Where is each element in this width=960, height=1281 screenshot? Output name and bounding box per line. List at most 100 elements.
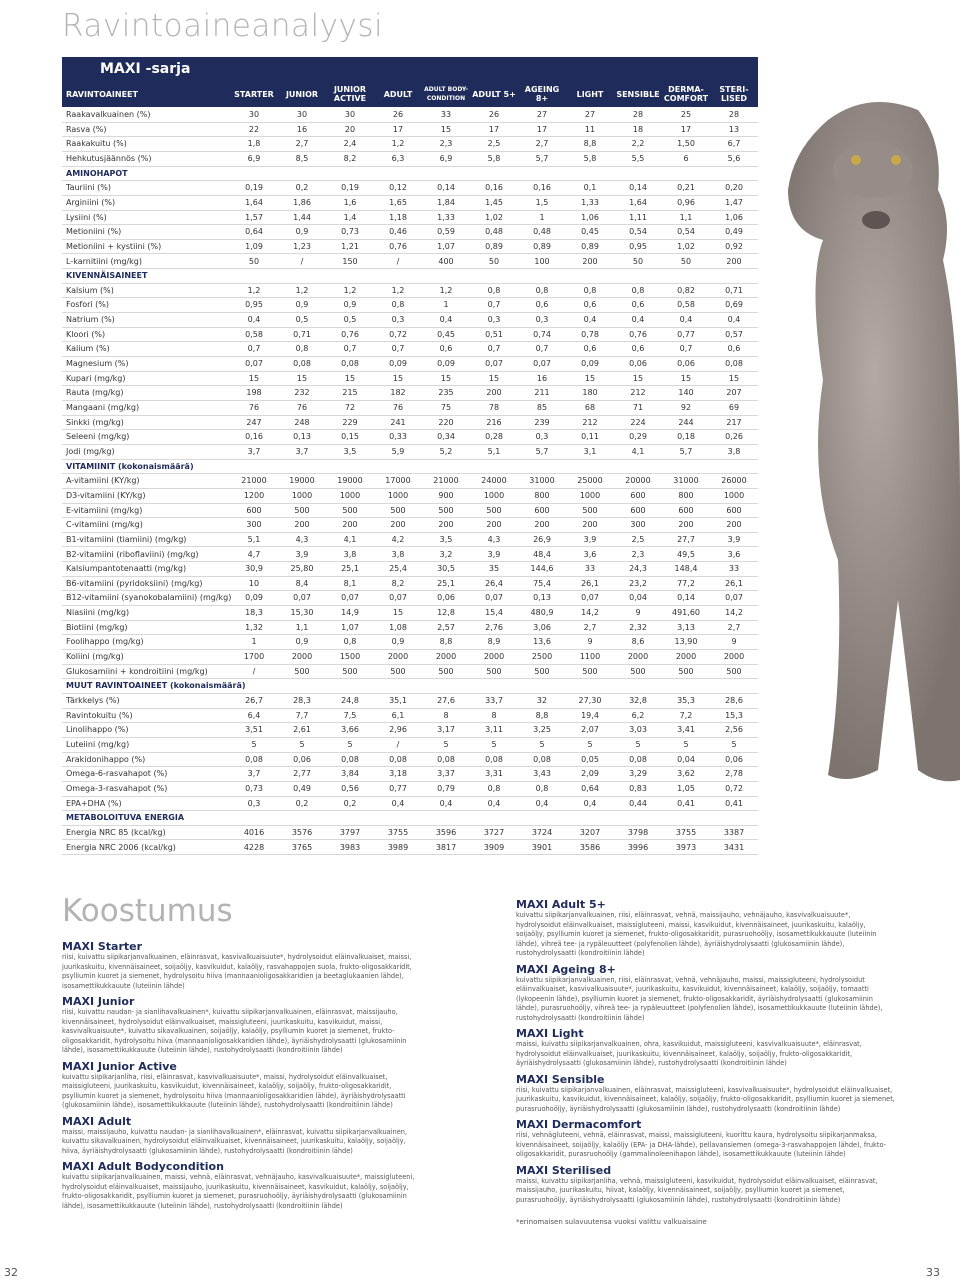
product-name: MAXI Junior Active [62,1059,177,1073]
table-row: Lysiini (%) 1,57 1,44 1,4 1,18 1,33 1,02 1 1,06 1… [62,211,758,226]
section-label: MUUT RAVINTOAINEET (kokonaismäärä) [66,681,246,691]
cell: 0,9 [295,637,309,647]
cell: 0,3 [247,798,261,808]
cell: 150 [342,256,358,266]
table-row: Ravintokuitu (%) 6,4 7,7 7,5 6,1 8 8 8,8 19,4 6,2… [62,709,758,724]
cell: 0,6 [631,344,645,354]
cell: 0,89 [533,241,551,251]
product-block: MAXI Ageing 8+ kuivattu siipikarjanvalkua… [516,963,896,1024]
cell: 2,96 [389,725,407,735]
cell: 0,8 [487,285,501,295]
cell: 3,43 [533,769,551,779]
cell: 5 [587,739,593,749]
cell: 3901 [531,842,553,852]
product-name: MAXI Sterilised [516,1163,612,1177]
row-label: L-karnitiini (mg/kg) [66,256,142,266]
section-row: KIVENNÄISAINEET [62,269,758,284]
cell: 3,84 [341,769,359,779]
cell: 5,7 [535,446,549,456]
cell: 3,41 [677,725,695,735]
product-name: MAXI Sensible [516,1072,605,1086]
cell: 3,8 [727,446,741,456]
cell: 248 [294,417,310,427]
cell: 5,8 [487,153,501,163]
cell: 0,06 [725,754,743,764]
cell: 8,8 [583,139,597,149]
cell: 28,6 [725,696,743,705]
cell: 500 [294,666,310,676]
cell: 182 [390,388,406,398]
cell: 8,8 [535,710,549,720]
cell: 1,5 [535,197,549,207]
cell: 2000 [387,652,409,662]
footnote: *erinomaisen sulavuutensa vuoksi valittu… [516,1218,707,1226]
cell: 100 [534,256,550,266]
cell: 2000 [723,652,745,662]
cell: 3,7 [247,446,261,456]
cell: 1 [251,637,257,647]
cell: 3724 [531,827,553,837]
cell: 491,60 [672,608,700,618]
cell: 0,09 [389,359,407,369]
cell: 3909 [483,842,505,852]
cell: 0,79 [437,783,455,793]
table-row: Raakakuitu (%) 1,8 2,7 2,4 1,2 2,3 2,5 2,7 8,8 2,… [62,137,758,152]
cell: 3973 [675,842,697,852]
cell: 500 [342,505,358,515]
row-label: Tärkkelys (%) [66,696,120,705]
cell: 1100 [579,652,601,662]
cell: 3996 [627,842,649,852]
cell: 0,4 [535,798,549,808]
cell: 0,06 [437,593,455,603]
cell: 22 [248,124,260,134]
cell: 24,8 [341,696,359,705]
table-row: Glukosamiini + kondroitiini (mg/kg) / 500 5… [62,665,758,680]
table-row: Kupari (mg/kg) 15 15 15 15 15 15 16 15 15 15 15 [62,372,758,387]
cell: 0,08 [389,754,407,764]
cell: 1000 [483,490,505,500]
cell: 1,33 [581,197,599,207]
cell: 1,86 [293,197,311,207]
cell: 0,04 [629,593,647,603]
cell: 0,20 [725,183,743,193]
product-text: kuivattu siipikarjanvalkuainen, riisi, e… [516,975,883,1022]
product-name: MAXI Light [516,1027,584,1040]
cell: 2000 [435,652,457,662]
cell: 23,2 [629,578,647,588]
cell: 0,71 [293,329,311,339]
cell: 0,76 [341,329,359,339]
cell: / [396,256,400,266]
cell: 1,2 [439,285,453,295]
cell: 17 [392,124,404,134]
table-row: Sinkki (mg/kg) 247 248 229 241 220 216 239 212 22… [62,416,758,431]
cell: 2,7 [727,622,741,632]
cell: 0,7 [679,344,693,354]
table-row: Jodi (mg/kg) 3,7 3,7 3,5 5,9 5,2 5,1 5,7 3,1 4,1 5… [62,445,758,460]
row-label: Glukosamiini + kondroitiini (mg/kg) [66,666,208,676]
cell: 0,13 [293,432,311,442]
row-label: D3-vitamiini (KY/kg) [66,490,146,500]
cell: 0,4 [247,315,261,325]
cell: 247 [246,417,262,427]
cell: 500 [486,666,502,676]
cell: 33 [584,564,596,574]
cell: 69 [728,403,740,412]
table-row: Tauriini (%) 0,19 0,2 0,19 0,12 0,14 0,16 0,16 0… [62,181,758,196]
cell: 1,11 [629,212,647,222]
cell: 0,49 [725,227,743,237]
cell: 0,11 [581,432,599,442]
row-label: Kalium (%) [66,344,110,354]
cell: 4,7 [247,549,261,559]
cell: 1,64 [245,197,263,207]
section-row: METABOLOITUVA ENERGIA [62,811,758,826]
cell: 0,41 [725,798,743,808]
dog-illustration [788,102,960,782]
row-label: Metioniini (%) [66,227,122,237]
product-name: MAXI Junior [62,995,135,1008]
cell: 1,47 [725,197,743,207]
cell: 140 [678,388,694,398]
cell: 13 [728,124,740,134]
cell: 72 [344,403,356,412]
table-row: B1-vitamiini (tiamiini) (mg/kg) 5,1 4,3 4,1… [62,533,758,548]
cell: 30 [248,110,260,119]
